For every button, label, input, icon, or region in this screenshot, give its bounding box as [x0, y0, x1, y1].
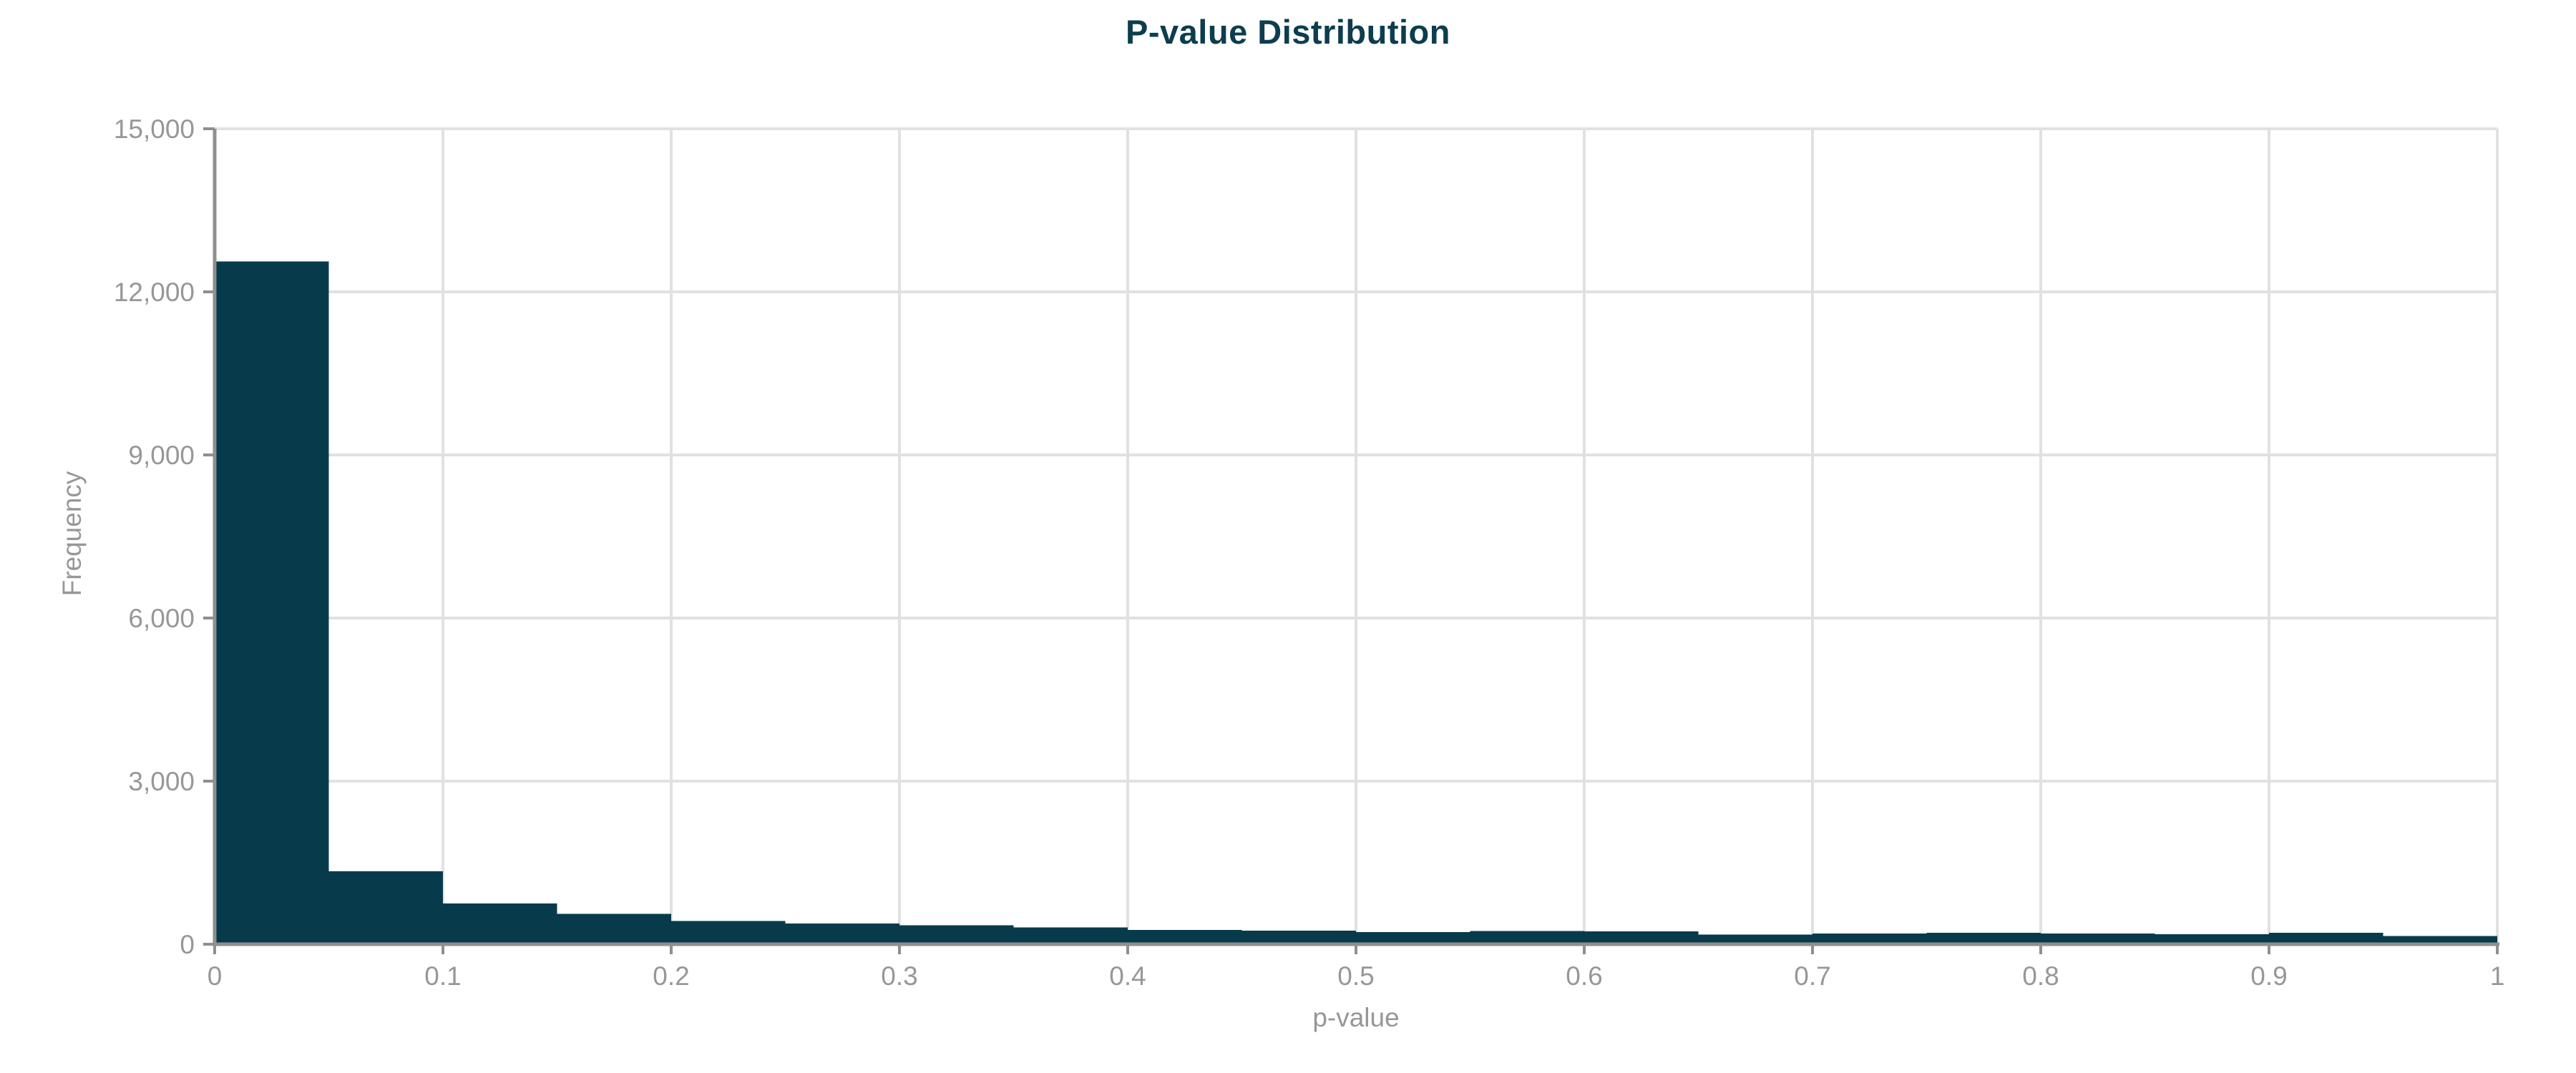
x-axis-title: p-value [1312, 1003, 1400, 1032]
histogram-bar [215, 261, 329, 944]
y-tick-label: 15,000 [114, 114, 195, 144]
histogram-bar [557, 913, 671, 944]
x-tick-label: 0.6 [1566, 961, 1602, 991]
y-tick-label: 12,000 [114, 278, 195, 307]
x-tick-label: 0.9 [2250, 961, 2287, 991]
x-tick-label: 0.4 [1109, 961, 1146, 991]
x-tick-label: 1 [2490, 961, 2505, 991]
histogram-bar [671, 921, 786, 944]
histogram-bar [1926, 933, 2041, 944]
x-tick-label: 0.1 [424, 961, 461, 991]
histogram-bar [443, 903, 557, 944]
y-axis-title: Frequency [57, 471, 87, 597]
histogram-bar [2041, 933, 2155, 944]
histogram-bar [1013, 927, 1128, 944]
histogram-bar [1470, 931, 1584, 944]
histogram-bar [2269, 933, 2384, 944]
histogram-bar [328, 871, 443, 944]
y-tick-label: 3,000 [128, 767, 195, 796]
histogram-bar [2155, 934, 2269, 944]
chart-title: P-value Distribution [1126, 13, 1450, 51]
histogram-bar [1584, 931, 1699, 944]
histogram-bar [899, 925, 1014, 944]
histogram-bar [785, 923, 899, 944]
x-tick-label: 0.3 [881, 961, 917, 991]
x-tick-label: 0.2 [653, 961, 689, 991]
histogram-bar [1128, 930, 1242, 944]
y-tick-label: 0 [180, 930, 195, 959]
x-tick-label: 0.5 [1337, 961, 1374, 991]
y-tick-label: 9,000 [128, 441, 195, 470]
y-tick-label: 6,000 [128, 604, 195, 633]
histogram-bar [1813, 934, 1927, 944]
x-tick-label: 0.7 [1794, 961, 1830, 991]
x-tick-label: 0.8 [2022, 961, 2059, 991]
histogram-bar [1698, 934, 1813, 944]
histogram-bar [1356, 931, 1470, 944]
histogram-bar [1241, 931, 1356, 944]
x-tick-label: 0 [208, 961, 223, 991]
histogram-bar [2383, 936, 2497, 944]
